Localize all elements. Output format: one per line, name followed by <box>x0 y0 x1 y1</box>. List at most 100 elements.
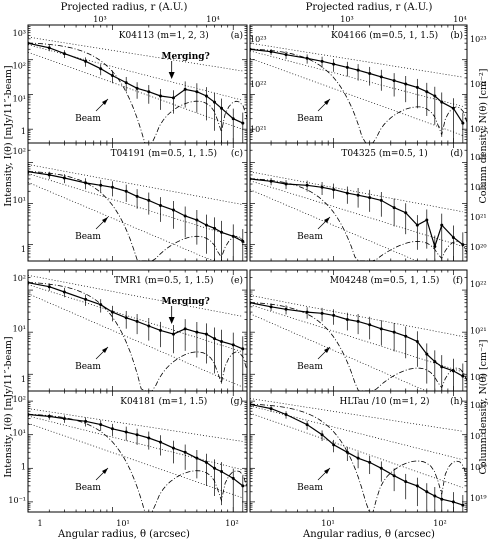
panel-label: (a) <box>231 30 243 41</box>
data-point <box>183 87 187 91</box>
data-point <box>241 484 245 488</box>
panel-title: K04166 (m=0.5, 1, 1.5) <box>331 30 438 41</box>
right-tick-label: 10²⁰ <box>470 463 487 472</box>
data-point <box>305 183 309 187</box>
model-curve <box>250 189 463 261</box>
data-point <box>171 96 175 100</box>
y-tick-label: 1 <box>21 462 26 471</box>
top-tick-label-l2: 10⁴ <box>206 15 219 24</box>
beam-curve <box>250 403 467 512</box>
data-point <box>47 285 51 289</box>
data-point <box>231 343 235 347</box>
data-point <box>241 239 245 243</box>
data-point <box>320 311 324 315</box>
data-point <box>379 198 383 202</box>
data-point <box>84 297 88 301</box>
model-curve <box>28 422 243 499</box>
data-point <box>451 369 455 373</box>
data-point <box>183 450 187 454</box>
data-point <box>231 234 235 238</box>
right-tick-label: 10²¹ <box>250 125 267 134</box>
panel-frame <box>249 390 468 513</box>
right-tick-label: 10²² <box>250 80 267 89</box>
data-point <box>213 226 217 230</box>
bottom-tick-label-l3: 10² <box>225 519 238 528</box>
data-point <box>84 419 88 423</box>
data-point <box>269 305 273 309</box>
data-point <box>195 330 199 334</box>
data-line <box>250 403 463 506</box>
y-tick-label: 10¹ <box>13 196 26 205</box>
plot-area <box>250 42 467 143</box>
data-point <box>440 365 444 369</box>
data-point <box>345 65 349 69</box>
data-point <box>320 433 324 437</box>
model-curve <box>250 405 463 461</box>
data-point <box>368 196 372 200</box>
data-point <box>451 500 455 504</box>
data-point <box>284 182 288 186</box>
data-point <box>135 433 139 437</box>
panel-5: 10² 10¹ 1 TMR1 (m=0.5, 1, 1.5) (e) Beam Mergin… <box>13 269 248 392</box>
beam-arrowhead <box>102 468 108 474</box>
model-curve <box>28 293 243 388</box>
plot-area <box>250 294 467 391</box>
data-point <box>332 62 336 66</box>
data-point <box>47 414 51 418</box>
data-point <box>62 176 66 180</box>
data-point <box>204 460 208 464</box>
beam-label: Beam <box>297 362 323 372</box>
data-point <box>147 324 151 328</box>
data-point <box>231 117 235 121</box>
merging-arrowhead <box>168 317 175 324</box>
panel-frame <box>27 142 248 262</box>
right-tick-label: 10²¹ <box>470 125 487 134</box>
data-point <box>415 340 419 344</box>
bottom-tick-label-l1: 1 <box>37 519 42 528</box>
data-point <box>195 90 199 94</box>
data-point <box>440 100 444 104</box>
top-tick-label-r1: 10³ <box>340 15 353 24</box>
beam-label: Beam <box>75 114 101 124</box>
panel-title: HLTau /10 (m=1, 2) <box>340 396 430 407</box>
panel-frame <box>27 390 248 513</box>
data-point <box>110 185 114 189</box>
panel-title: TMR1 (m=0.5, 1, 1.5) <box>114 275 213 286</box>
right-tick-label: 10¹⁹ <box>470 494 487 503</box>
data-point <box>171 332 175 336</box>
y-tick-label: 10² <box>13 147 26 156</box>
model-curve <box>250 42 463 78</box>
right-tick-label: 10²² <box>470 80 487 89</box>
data-point <box>204 223 208 227</box>
right-tick-label: 10²⁰ <box>470 243 487 252</box>
right-tick-label: 10²² <box>470 183 487 192</box>
beam-arrowhead <box>324 99 330 105</box>
data-point <box>110 74 114 78</box>
data-line <box>250 302 464 377</box>
beam-curve <box>28 282 247 391</box>
merging-annotation: Merging? <box>162 297 210 307</box>
beam-arrowhead <box>102 217 108 223</box>
data-point <box>356 319 360 323</box>
data-point <box>159 94 163 98</box>
panel-3: 10² 10¹ 1 T04191 (m=0.5, 1, 1.5) (c) Beam <box>13 142 248 262</box>
panel-frame <box>27 269 248 392</box>
model-curve <box>28 44 243 101</box>
data-point <box>269 179 273 183</box>
data-point <box>392 474 396 478</box>
data-line <box>28 42 244 124</box>
data-point <box>135 194 139 198</box>
data-point <box>433 494 437 498</box>
panel-1: 10³ 10² 10¹ 1 10²³ 10²² 10²¹ K04113 (m=1, 2, 3)… <box>13 24 267 144</box>
right-tick-label: 10²¹ <box>470 213 487 222</box>
data-line <box>28 282 244 350</box>
panel-label: (h) <box>450 396 463 407</box>
model-curve <box>28 36 243 72</box>
y-tick-label: 10¹ <box>13 429 26 438</box>
data-point <box>451 235 455 239</box>
panel-label: (b) <box>450 30 463 41</box>
data-point <box>147 90 151 94</box>
y-tick-label: 1 <box>21 375 26 384</box>
panel-4: 10²³ 10²² 10²¹ 10²⁰ T04325 (m=0.5, 1) (d) Beam <box>249 142 487 262</box>
